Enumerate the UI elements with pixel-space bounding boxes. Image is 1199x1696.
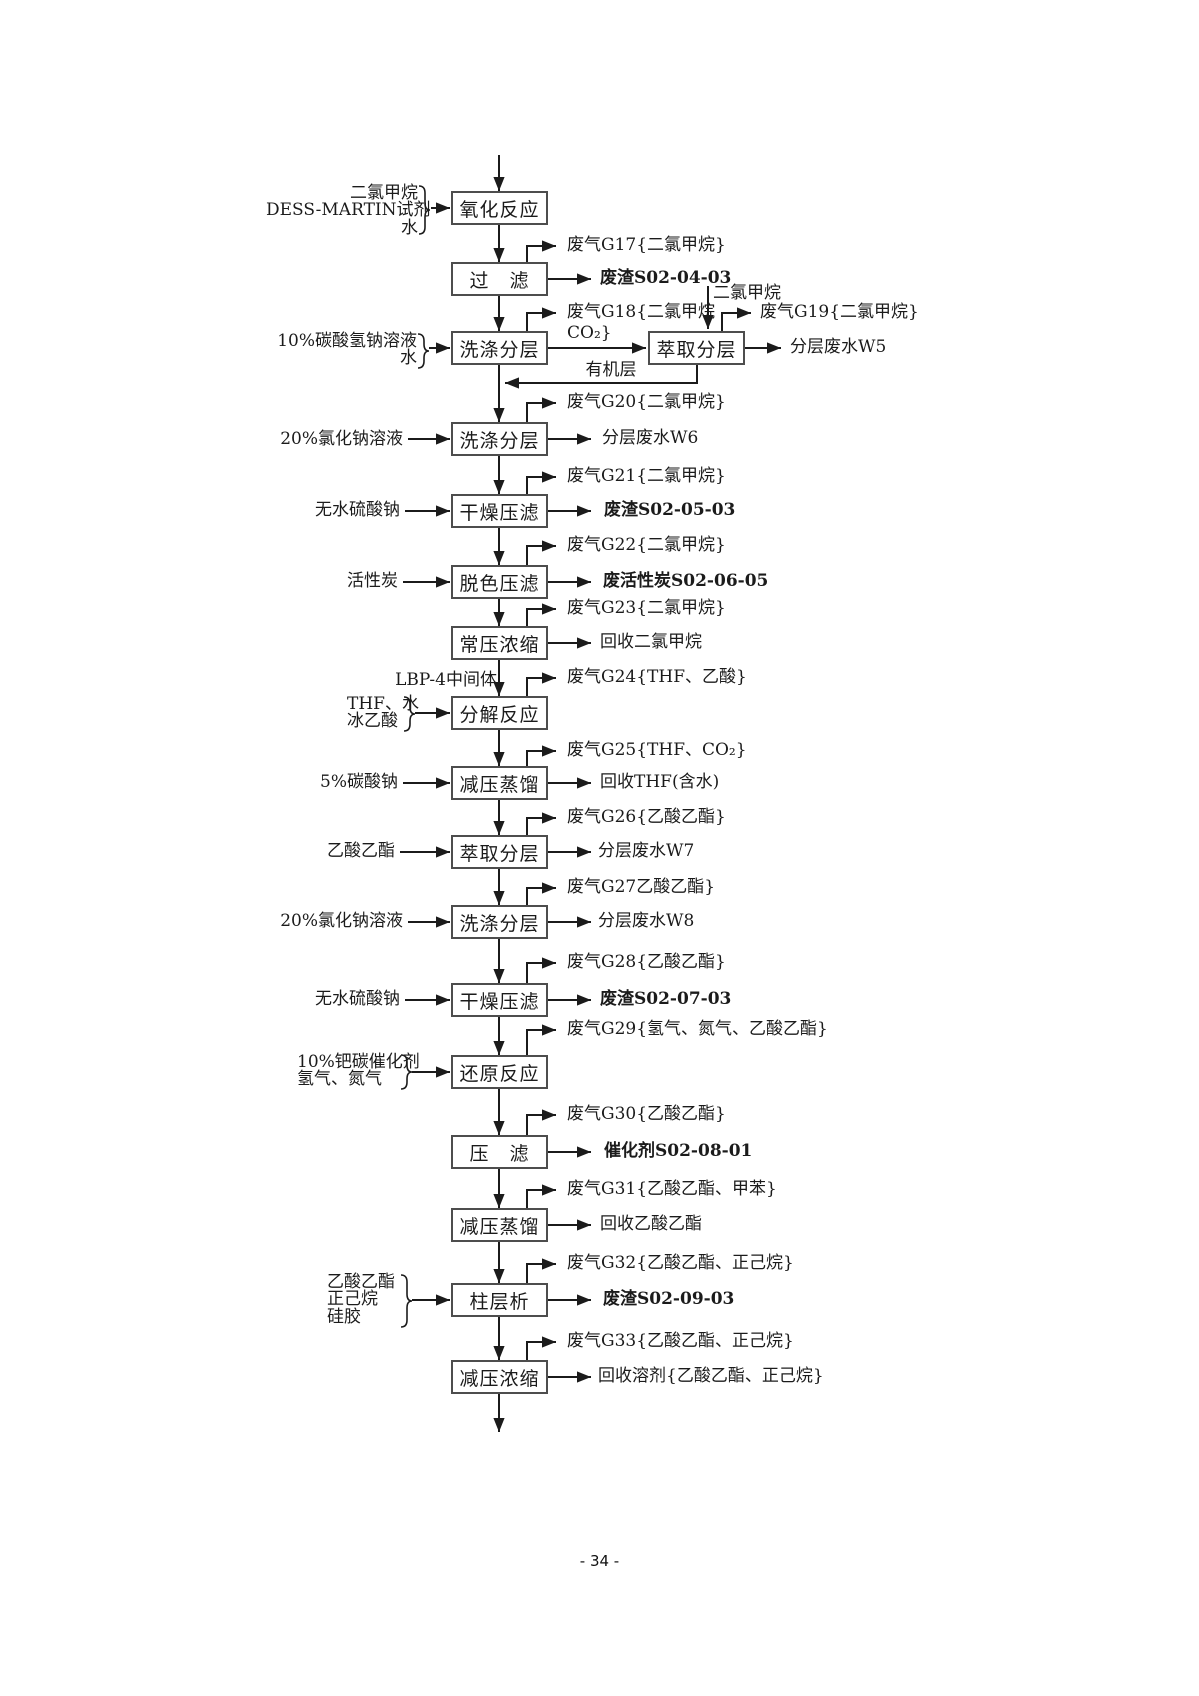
process-box-vacuum-distillation-2: 减压蒸馏: [451, 1208, 548, 1242]
recovery-output-label: 分层废水W6: [602, 428, 699, 448]
gas-branch-arrow: [526, 957, 556, 983]
gas-output-label: 废气G31{乙酸乙酯、甲苯}: [567, 1179, 777, 1199]
gas-branch-arrow: [526, 745, 556, 766]
process-box-wash-separate-1: 洗涤分层: [451, 331, 548, 365]
gas-output-label: 废气G28{乙酸乙酯}: [567, 952, 726, 972]
process-box-column-chromatography: 柱层析: [451, 1283, 548, 1317]
gas-output-label: 废气G26{乙酸乙酯}: [567, 807, 726, 827]
gas-output-label: 废气G25{THF、CO₂}: [567, 740, 747, 760]
recovery-output-label: 分层废水W7: [598, 841, 695, 861]
organic-layer-return-arrow: [505, 365, 698, 389]
input-label: 20%氯化钠溶液: [280, 911, 403, 931]
recovery-output-label: 回收二氯甲烷: [600, 632, 702, 652]
process-box-wash-separate-3: 洗涤分层: [451, 905, 548, 939]
gas-branch-arrow: [526, 1109, 556, 1135]
process-box-decolor-press-filter: 脱色压滤: [451, 565, 548, 599]
gas-branch-arrow: [526, 882, 556, 905]
gas-branch-arrow: [526, 1184, 556, 1208]
process-box-atmospheric-concentration: 常压浓缩: [451, 626, 548, 660]
input-label: 5%碳酸钠: [320, 772, 398, 792]
waste-output-label: 废渣S02-09-03: [603, 1289, 735, 1309]
gas-branch-arrow: [526, 812, 556, 835]
gas-output-label: 废气G18{二氯甲烷 CO₂}: [567, 302, 716, 343]
process-box-oxidation-reaction: 氧化反应: [451, 191, 548, 225]
input-label: 无水硫酸钠: [315, 989, 400, 1009]
process-box-dry-press-filter-2: 干燥压滤: [451, 983, 548, 1017]
gas-branch-arrow: [526, 471, 556, 494]
gas-output-label: 废气G22{二氯甲烷}: [567, 535, 726, 555]
edge-label-dcm-feed: 二氯甲烷: [713, 283, 781, 303]
process-box-wash-separate-2: 洗涤分层: [451, 422, 548, 456]
gas-output-label: 废气G21{二氯甲烷}: [567, 466, 726, 486]
gas-output-label: 废气G20{二氯甲烷}: [567, 392, 726, 412]
process-box-decomposition-reaction: 分解反应: [451, 696, 548, 730]
gas-output-label: 废气G23{二氯甲烷}: [567, 598, 726, 618]
input-label: 无水硫酸钠: [315, 500, 400, 520]
gas-output-label: 废气G33{乙酸乙酯、正己烷}: [567, 1331, 794, 1351]
recovery-output-label: 回收溶剂{乙酸乙酯、正己烷}: [598, 1366, 824, 1386]
gas-output-label: 废气G32{乙酸乙酯、正己烷}: [567, 1253, 794, 1273]
process-box-extraction-separate-2: 萃取分层: [451, 835, 548, 869]
input-label: 乙酸乙酯 正己烷 硅胶: [327, 1272, 395, 1327]
gas-branch-arrow: [526, 1336, 556, 1360]
input-label: 乙酸乙酯: [327, 841, 395, 861]
gas-output-label: 废气G27乙酸乙酯}: [567, 877, 716, 897]
input-label: THF、水 冰乙酸: [347, 694, 419, 732]
input-label: 活性炭: [347, 571, 398, 591]
gas-output-label: 废气G17{二氯甲烷}: [567, 235, 726, 255]
input-label: 20%氯化钠溶液: [280, 429, 403, 449]
gas-branch-arrow: [526, 672, 556, 696]
process-box-filtration: 过 滤: [451, 262, 548, 296]
input-label: 10%钯碳催化剂 氢气、氮气: [297, 1052, 420, 1090]
gas-branch-arrow: [721, 307, 751, 331]
input-label: 10%碳酸氢钠溶液 水: [277, 331, 417, 369]
edge-label-intermediate: LBP-4中间体: [395, 670, 497, 690]
recovery-output-label: 分层废水W5: [790, 337, 887, 357]
gas-output-label: 废气G29{氢气、氮气、乙酸乙酯}: [567, 1019, 828, 1039]
input-label: 二氯甲烷 DESS-MARTIN试剂 水: [266, 183, 431, 238]
gas-branch-arrow: [526, 1024, 556, 1055]
waste-output-label: 废渣S02-04-03: [600, 268, 732, 288]
gas-output-label: 废气G19{二氯甲烷}: [760, 302, 919, 322]
recovery-output-label: 分层废水W8: [598, 911, 695, 931]
process-box-extraction-separate-1: 萃取分层: [648, 331, 745, 365]
process-box-dry-press-filter-1: 干燥压滤: [451, 494, 548, 528]
waste-output-label: 废渣S02-07-03: [600, 989, 732, 1009]
process-box-vacuum-distillation-1: 减压蒸馏: [451, 766, 548, 800]
waste-output-label: 废活性炭S02-06-05: [603, 571, 769, 591]
gas-branch-arrow: [526, 240, 556, 262]
process-box-vacuum-concentration: 减压浓缩: [451, 1360, 548, 1394]
recovery-output-label: 回收THF(含水): [600, 772, 720, 792]
gas-branch-arrow: [526, 540, 556, 565]
gas-branch-arrow: [526, 1258, 556, 1283]
gas-branch-arrow: [526, 603, 556, 626]
process-box-reduction-reaction: 还原反应: [451, 1055, 548, 1089]
waste-output-label: 废渣S02-05-03: [604, 500, 736, 520]
input-brace: [417, 333, 430, 369]
input-brace: [418, 185, 431, 235]
page-number: - 34 -: [579, 1552, 620, 1570]
gas-output-label: 废气G24{THF、乙酸}: [567, 667, 747, 687]
edge-label-organic-layer: 有机层: [585, 360, 637, 380]
waste-output-label: 催化剂S02-08-01: [604, 1141, 753, 1161]
recovery-output-label: 回收乙酸乙酯: [600, 1214, 702, 1234]
process-box-press-filter: 压 滤: [451, 1135, 548, 1169]
gas-output-label: 废气G30{乙酸乙酯}: [567, 1104, 726, 1124]
gas-branch-arrow: [526, 307, 556, 331]
gas-branch-arrow: [526, 397, 556, 422]
